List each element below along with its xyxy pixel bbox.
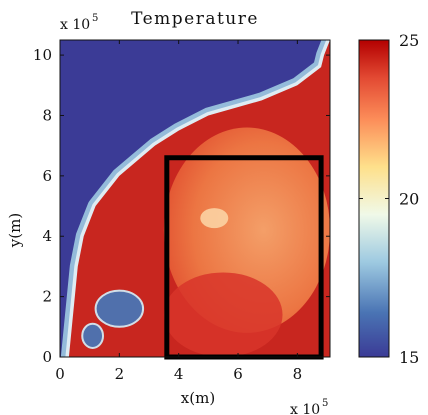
axes-frame (59, 39, 331, 358)
colorbar: 15 20 25 (358, 31, 419, 367)
y-tick-label: 10 (33, 46, 52, 64)
colorbar-tick-label: 15 (399, 348, 419, 367)
x-tick-label: 6 (233, 365, 243, 383)
y-tick-label: 4 (42, 227, 52, 245)
y-tick-label: 2 (42, 288, 52, 306)
x-scale-text: x 10 (290, 402, 320, 415)
south-red-eddy (163, 272, 283, 357)
colorbar-tick-label: 20 (399, 190, 419, 209)
x-axis-label: x(m) (181, 389, 215, 407)
y-axis-label: y(m) (6, 213, 24, 248)
x-tick-label: 4 (174, 365, 184, 383)
colorbar-gradient (358, 39, 390, 358)
y-scale-text: x 10 (60, 17, 90, 33)
cold-patch-0 (94, 289, 145, 328)
x-tick-label: 2 (115, 365, 125, 383)
x-scale-exp: 5 (322, 398, 328, 409)
y-tick-label: 8 (42, 106, 52, 124)
y-scale-exp: 5 (92, 13, 98, 24)
cold-patch-1 (81, 322, 105, 349)
x-tick-label: 0 (55, 365, 65, 383)
heatmap-field (60, 40, 330, 357)
colorbar-tick-label: 25 (399, 31, 419, 50)
heatmap-plot-area (60, 40, 330, 360)
y-tick-label: 0 (42, 348, 52, 366)
light-eddy (200, 208, 229, 229)
x-tick-label: 8 (293, 365, 303, 383)
axes: 0 2 4 6 8 0 2 4 6 8 10 (33, 39, 331, 383)
x-scale-label: x 10 5 (290, 398, 328, 415)
y-tick-label: 6 (42, 167, 52, 185)
chart-title: Temperature (131, 9, 259, 29)
y-scale-label: x 10 5 (60, 13, 98, 33)
